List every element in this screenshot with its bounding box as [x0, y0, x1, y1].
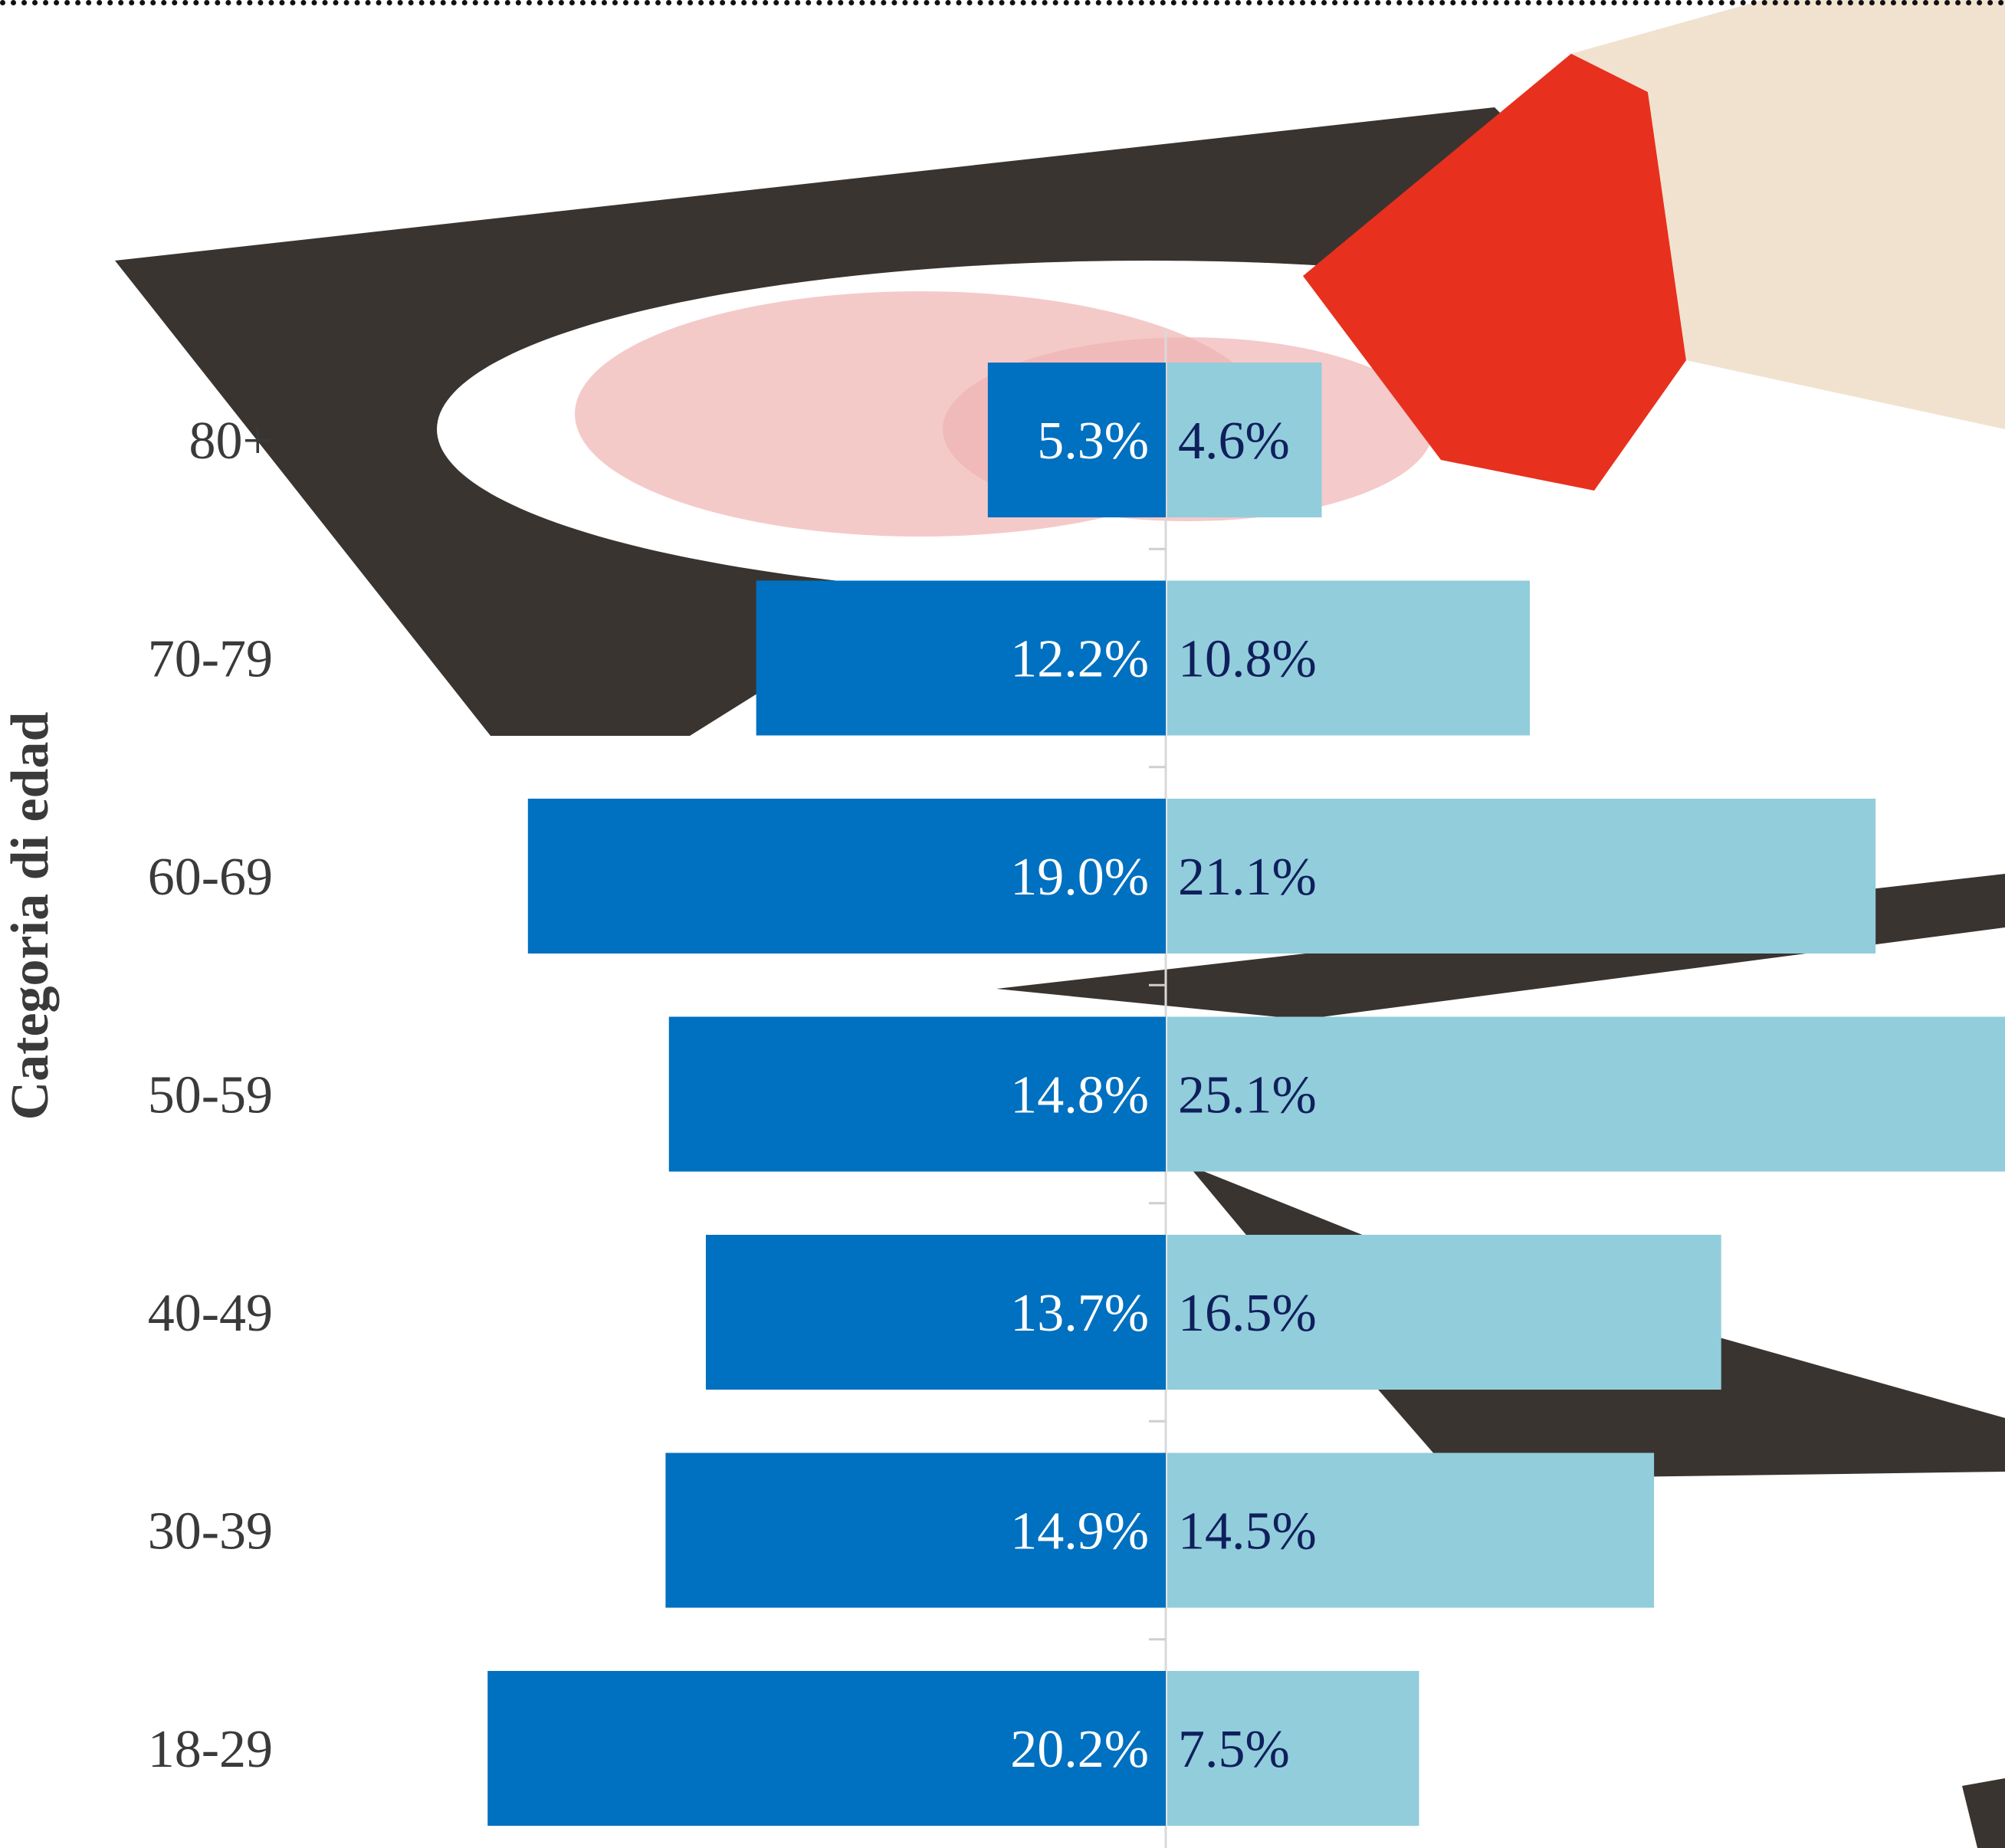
red-pencil-tip — [1303, 54, 1686, 491]
data-label-left: 14.8% — [1010, 1066, 1149, 1125]
data-label-left: 12.2% — [1010, 630, 1149, 689]
bar-right — [1167, 1671, 1419, 1826]
bar-right — [1167, 799, 1876, 954]
bar-right — [1167, 363, 1322, 517]
data-label-left: 14.9% — [1010, 1502, 1149, 1561]
category-label: 50-59 — [148, 1066, 273, 1125]
category-label: 60-69 — [148, 848, 273, 907]
bar-left — [705, 1235, 1166, 1390]
bar-left — [527, 799, 1166, 954]
category-label: 18-29 — [148, 1720, 273, 1779]
data-label-left: 5.3% — [1037, 412, 1149, 471]
category-label: 80+ — [189, 412, 273, 471]
pencil-wood — [1571, 0, 2005, 429]
data-label-right: 16.5% — [1178, 1284, 1317, 1343]
data-label-right: 7.5% — [1178, 1720, 1290, 1779]
bar-left — [668, 1016, 1166, 1172]
bar-left — [487, 1671, 1166, 1826]
data-label-left: 13.7% — [1010, 1284, 1149, 1343]
bar-right — [1167, 580, 1531, 736]
data-label-right: 10.8% — [1178, 630, 1317, 689]
bar-right — [1167, 1452, 1655, 1608]
bar-right — [1167, 1016, 2005, 1172]
category-label: 30-39 — [148, 1502, 273, 1561]
bar-left — [665, 1452, 1166, 1608]
bar-left — [987, 363, 1166, 517]
bar-left — [756, 580, 1166, 736]
y-axis-title: Categoria di edad — [1, 712, 60, 1121]
lower-mark-3 — [1962, 1778, 2005, 1848]
data-label-right: 14.5% — [1178, 1502, 1317, 1561]
data-label-right: 21.1% — [1178, 848, 1317, 907]
category-label: 70-79 — [148, 630, 273, 689]
data-label-left: 19.0% — [1010, 848, 1149, 907]
bar-right — [1167, 1235, 1721, 1390]
data-label-left: 20.2% — [1010, 1720, 1149, 1779]
top-dotted-rule — [0, 0, 2005, 5]
plot-area: 5.3% 4.6% 80+ 12.2% 10.8% 70-79 19.0% 21.1% 60-6… — [148, 330, 2005, 1848]
data-label-right: 25.1% — [1178, 1066, 1317, 1125]
data-label-right: 4.6% — [1178, 412, 1290, 471]
category-label: 40-49 — [148, 1284, 273, 1343]
